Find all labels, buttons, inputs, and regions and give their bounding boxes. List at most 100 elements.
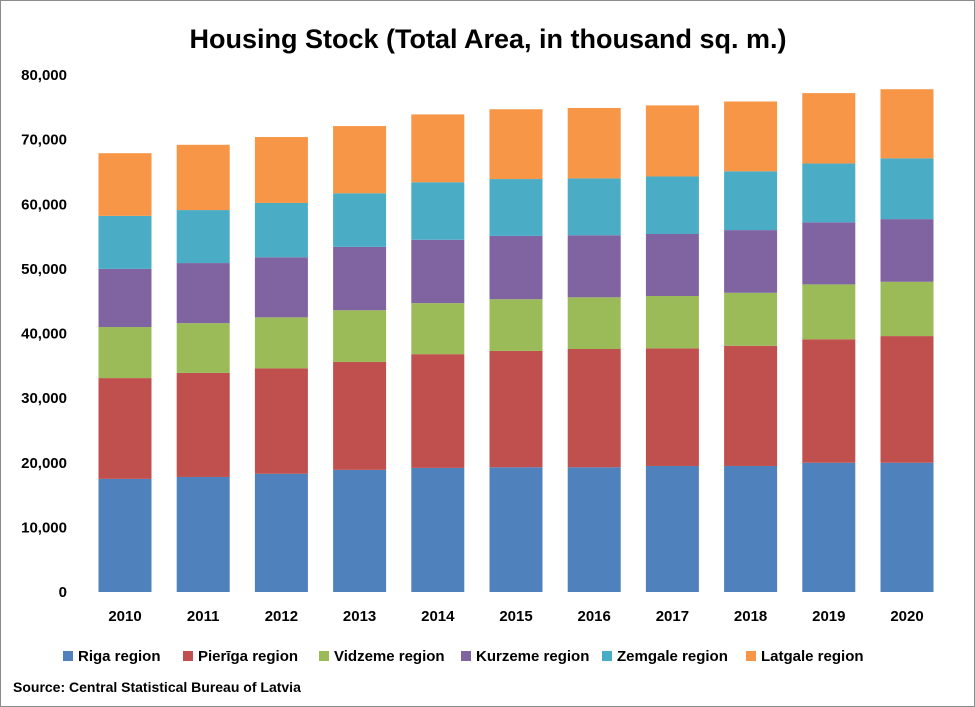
- bar-segment-kurzeme-region2011: [176, 263, 230, 324]
- bar-segment-kurzeme-region2010: [98, 268, 152, 328]
- y-tick-label: 0: [59, 584, 67, 601]
- bar-segment-zemgale-region2019: [802, 163, 856, 223]
- bar-segment-riga-region2014: [411, 467, 465, 592]
- bar-segment-vidzeme-region2020: [880, 281, 934, 337]
- legend-swatch: [746, 651, 756, 661]
- bar-segment-vidzeme-region2014: [411, 303, 465, 355]
- bar-segment-zemgale-region2016: [567, 178, 621, 236]
- bar-segment-zemgale-region2015: [489, 179, 543, 236]
- legend-swatch: [461, 651, 471, 661]
- bar-segment-kurzeme-region2020: [880, 219, 934, 282]
- bar-segment-kurzeme-region2013: [333, 246, 387, 311]
- bar-segment-zemgale-region2013: [333, 193, 387, 247]
- bar-segment-riga-region2011: [176, 476, 230, 592]
- legend-swatch: [183, 651, 193, 661]
- bar-segment-latgale-region2016: [567, 107, 621, 179]
- bar-segment-zemgale-region2017: [645, 176, 699, 234]
- bar-segment-zemgale-region2012: [254, 202, 308, 258]
- bar-segment-vidzeme-region2013: [333, 310, 387, 362]
- bar-segment-riga-region2020: [880, 462, 934, 592]
- bar-segment-latgale-region2013: [333, 126, 387, 194]
- bar-segment-kurzeme-region2016: [567, 235, 621, 298]
- bar-segment-latgale-region2012: [254, 137, 308, 203]
- x-tick-label: 2020: [890, 608, 923, 625]
- legend-label: Kurzeme region: [476, 648, 589, 665]
- x-tick-label: 2014: [421, 608, 455, 625]
- source-note: Source: Central Statistical Bureau of La…: [13, 679, 301, 695]
- bar-segment-riga-region2018: [724, 465, 778, 592]
- bar-segment-pier-ga-region2012: [254, 368, 308, 474]
- y-tick-label: 60,000: [21, 196, 67, 213]
- legend-swatch: [63, 651, 73, 661]
- bar-segment-zemgale-region2010: [98, 215, 152, 269]
- x-tick-label: 2018: [734, 608, 767, 625]
- bar-segment-vidzeme-region2012: [254, 317, 308, 369]
- bar-segment-riga-region2015: [489, 467, 543, 592]
- bar-segment-latgale-region2018: [724, 101, 778, 172]
- bar-segment-vidzeme-region2015: [489, 299, 543, 351]
- legend-label: Pierīga region: [198, 648, 298, 665]
- bar-segment-riga-region2016: [567, 467, 621, 592]
- bar-segment-kurzeme-region2015: [489, 235, 543, 300]
- y-axis: 0 10,000 20,000 30,000 40,000 50,000 60,000 70,…: [21, 67, 67, 601]
- bar-segment-latgale-region2010: [98, 153, 152, 216]
- bar-segment-pier-ga-region2015: [489, 350, 543, 468]
- x-tick-label: 2012: [265, 608, 298, 625]
- legend-label: Vidzeme region: [334, 648, 445, 665]
- bar-segment-zemgale-region2011: [176, 210, 230, 264]
- bar-segment-riga-region2013: [333, 469, 387, 592]
- x-axis: 2010 2011 2012 2013 2014 2015 2016 2017 2018 2019…: [108, 608, 923, 625]
- bar-segment-pier-ga-region2020: [880, 336, 934, 463]
- bar-segment-latgale-region2014: [411, 114, 465, 183]
- bar-segment-latgale-region2019: [802, 93, 856, 164]
- bar-segment-pier-ga-region2018: [724, 345, 778, 466]
- bar-segment-vidzeme-region2011: [176, 323, 230, 373]
- x-tick-label: 2013: [343, 608, 376, 625]
- bar-segment-kurzeme-region2019: [802, 222, 856, 285]
- x-tick-label: 2010: [108, 608, 141, 625]
- y-tick-label: 20,000: [21, 455, 67, 472]
- legend: Riga region Pierīga region Vidzeme region K…: [63, 648, 864, 665]
- bar-segment-riga-region2019: [802, 462, 856, 592]
- legend-label: Latgale region: [761, 648, 864, 665]
- bar-segment-kurzeme-region2018: [724, 230, 778, 293]
- y-tick-label: 50,000: [21, 261, 67, 278]
- bar-segment-vidzeme-region2019: [802, 284, 856, 340]
- y-tick-label: 30,000: [21, 390, 67, 407]
- bar-segment-zemgale-region2014: [411, 182, 465, 240]
- bar-segment-zemgale-region2020: [880, 158, 934, 220]
- bar-segment-pier-ga-region2016: [567, 349, 621, 468]
- bar-segment-vidzeme-region2018: [724, 292, 778, 346]
- x-tick-label: 2015: [499, 608, 532, 625]
- legend-swatch: [319, 651, 329, 661]
- x-tick-label: 2019: [812, 608, 845, 625]
- bar-segment-kurzeme-region2014: [411, 239, 465, 304]
- bar-segment-riga-region2012: [254, 473, 308, 592]
- bar-segment-kurzeme-region2017: [645, 233, 699, 297]
- bar-segment-pier-ga-region2013: [333, 361, 387, 470]
- bar-segment-riga-region2010: [98, 478, 152, 592]
- chart-title: Housing Stock (Total Area, in thousand s…: [189, 24, 786, 54]
- bar-segment-riga-region2017: [645, 465, 699, 592]
- y-tick-label: 10,000: [21, 519, 67, 536]
- legend-swatch: [602, 651, 612, 661]
- bar-segment-pier-ga-region2010: [98, 378, 152, 479]
- y-tick-label: 70,000: [21, 132, 67, 149]
- x-tick-label: 2011: [187, 608, 220, 625]
- y-tick-label: 40,000: [21, 326, 67, 343]
- bar-segment-pier-ga-region2019: [802, 339, 856, 463]
- bar-segment-kurzeme-region2012: [254, 257, 308, 318]
- bar-segment-pier-ga-region2011: [176, 372, 230, 477]
- bar-segment-pier-ga-region2014: [411, 354, 465, 468]
- legend-label: Riga region: [78, 648, 161, 665]
- bar-segment-latgale-region2011: [176, 144, 230, 211]
- bar-segment-latgale-region2020: [880, 89, 934, 159]
- y-tick-label: 80,000: [21, 67, 67, 84]
- bar-segment-pier-ga-region2017: [645, 348, 699, 466]
- bar-segment-latgale-region2017: [645, 105, 699, 177]
- bar-segment-latgale-region2015: [489, 109, 543, 180]
- x-tick-label: 2016: [578, 608, 611, 625]
- bars: [98, 89, 934, 592]
